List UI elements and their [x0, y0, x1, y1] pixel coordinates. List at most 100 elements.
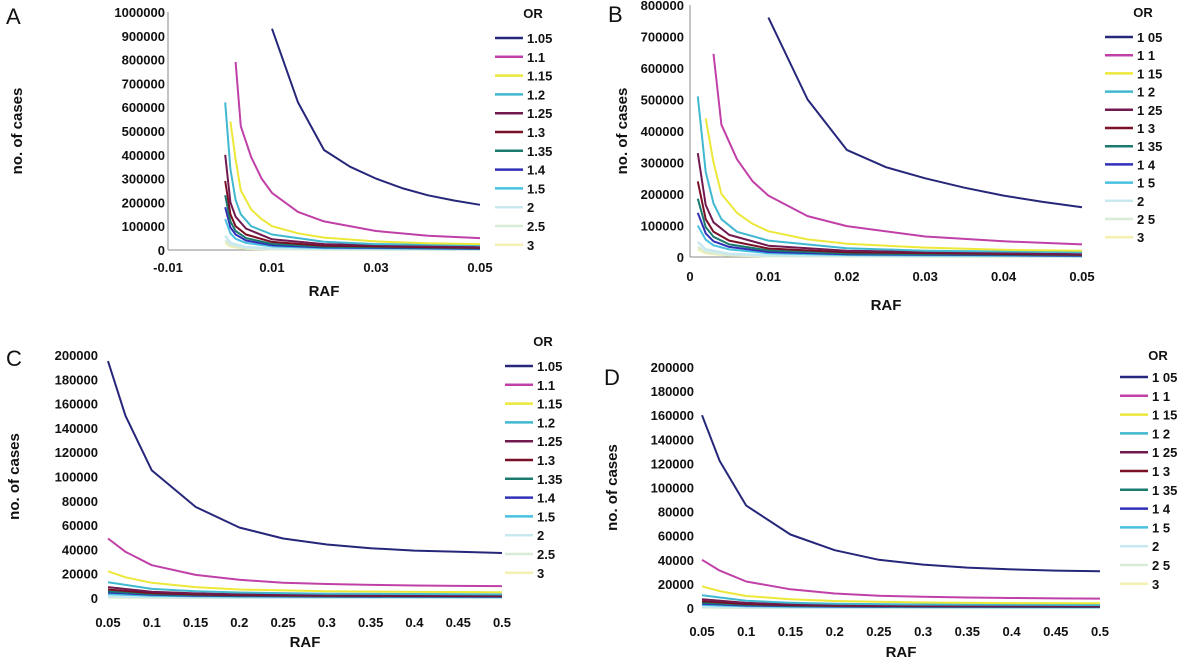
panel-a-x-tick-label: 0.03 [363, 260, 388, 275]
panel-d-y-tick-label: 180000 [651, 384, 694, 399]
panel-c-x-tick-label: 0.2 [230, 615, 248, 630]
panel-c-x-tick-label: 0.3 [318, 615, 336, 630]
panel-b-y-tick-label: 400000 [641, 124, 684, 139]
panel-d-y-tick-label: 40000 [658, 553, 694, 568]
panel-a-legend-label: 1.25 [527, 106, 552, 121]
panel-b-x-tick-label: 0 [686, 269, 693, 284]
panel-c-y-tick-label: 200000 [55, 348, 98, 363]
panel-a-legend-label: 1.15 [527, 69, 552, 84]
panel-d-letter: D [604, 365, 620, 390]
panel-d-series-line-1_25 [701, 598, 1101, 607]
panel-c-y-tick-label: 0 [91, 591, 98, 606]
panel-a-y-tick-label: 700000 [122, 76, 165, 91]
panel-d-x-tick-label: 0.2 [826, 624, 844, 639]
panel-a-y-tick-label: 1000000 [114, 5, 165, 20]
panel-c-y-tick-label: 100000 [55, 470, 98, 485]
panel-c-y-axis-label: no. of cases [6, 433, 23, 520]
panel-b-legend-label: 1 1 [1137, 48, 1155, 63]
panel-a-y-tick-label: 200000 [122, 195, 165, 210]
panel-d-x-tick-label: 0.5 [1091, 624, 1109, 639]
panel-b-series-line-1_2 [696, 96, 1083, 254]
panel-b-x-tick-label: 0.02 [834, 269, 859, 284]
panel-c-x-tick-label: 0.45 [446, 615, 471, 630]
panel-c-legend-title: OR [533, 334, 553, 349]
panel-b-y-axis-label: no. of cases [614, 88, 631, 175]
panel-a-x-tick-label: 0.05 [467, 260, 492, 275]
panel-c-y-tick-label: 60000 [62, 518, 98, 533]
panel-b-series-line-1_1 [712, 53, 1083, 246]
panel-d-legend-label: 2 5 [1152, 558, 1170, 573]
panel-d-legend-label: 1 4 [1152, 502, 1171, 517]
panel-b-series-line-1_25 [696, 152, 1083, 256]
panel-d-y-axis-label: no. of cases [604, 444, 621, 531]
panel-a-legend-label: 1.35 [527, 144, 552, 159]
panel-c-series-line-1_25 [107, 586, 503, 597]
panel-a-legend-label: 3 [527, 238, 534, 253]
panel-d-legend-label: 3 [1152, 577, 1159, 592]
panel-c-legend-label: 1.1 [537, 378, 555, 393]
panel-a-legend-label: 2.5 [527, 219, 545, 234]
panel-c-x-tick-label: 0.35 [358, 615, 383, 630]
panel-d-legend-label: 1 35 [1152, 483, 1177, 498]
panel-a-legend-label: 1.3 [527, 125, 545, 140]
panel-d-legend-label: 1 2 [1152, 426, 1170, 441]
panel-a-y-tick-label: 400000 [122, 148, 165, 163]
panel-d-y-tick-label: 160000 [651, 408, 694, 423]
panel-d-legend-label: 1 1 [1152, 389, 1170, 404]
panel-c-x-tick-label: 0.15 [183, 615, 208, 630]
panel-a-series-line-1_05 [271, 28, 481, 206]
panel-b-legend-label: 1 15 [1137, 66, 1162, 81]
panel-d-series-line-1_15 [701, 585, 1101, 605]
panel-d-legend-label: 1 15 [1152, 408, 1177, 423]
panel-a-series-line-1_1 [234, 61, 481, 240]
panel-a-series-line-1_15 [229, 121, 481, 246]
panel-c-series-line-1_1 [107, 537, 503, 588]
panel-d-x-tick-label: 0.45 [1043, 624, 1068, 639]
panel-a-y-tick-label: 900000 [122, 29, 165, 44]
panel-d-y-tick-label: 140000 [651, 432, 694, 447]
panel-b-y-tick-label: 300000 [641, 156, 684, 171]
panel-b-legend-title: OR [1133, 5, 1153, 20]
panel-a-x-axis-label: RAF [309, 283, 340, 300]
panel-c-x-tick-label: 0.5 [493, 615, 511, 630]
panel-d-y-tick-label: 20000 [658, 577, 694, 592]
panel-a-x-tick-label: -0.01 [153, 260, 183, 275]
panel-c-x-tick-label: 0.1 [143, 615, 161, 630]
panel-d-x-tick-label: 0.35 [955, 624, 980, 639]
panel-b-y-tick-label: 500000 [641, 93, 684, 108]
panel-c-y-tick-label: 120000 [55, 445, 98, 460]
panel-a-legend-label: 1.1 [527, 50, 545, 65]
panel-c-legend-label: 1.5 [537, 509, 555, 524]
panel-b-series-line-1_05 [767, 17, 1083, 209]
panel-d-y-tick-label: 100000 [651, 481, 694, 496]
panel-d-series-line-1_2 [701, 594, 1101, 606]
panel-b-legend-label: 3 [1137, 230, 1144, 245]
panel-d-series-line-1_1 [701, 558, 1101, 600]
panel-c-legend-label: 1.4 [537, 491, 556, 506]
panel-c-x-tick-label: 0.05 [95, 615, 120, 630]
panel-b-y-tick-label: 700000 [641, 30, 684, 45]
panel-a-legend-label: 1.5 [527, 181, 545, 196]
panel-a-legend-title: OR [523, 6, 543, 21]
panel-c-legend-label: 1.25 [537, 434, 562, 449]
panel-c-legend-label: 3 [537, 566, 544, 581]
panel-b-series-line-1_35 [696, 198, 1083, 257]
panel-c-y-tick-label: 180000 [55, 372, 98, 387]
panel-d-x-tick-label: 0.1 [737, 624, 755, 639]
panel-d-x-tick-label: 0.4 [1003, 624, 1022, 639]
panel-b-legend-label: 2 [1137, 194, 1144, 209]
panel-d-x-axis-label: RAF [886, 644, 917, 661]
panel-c-legend-label: 2 [537, 528, 544, 543]
panel-c-legend-label: 1.05 [537, 359, 562, 374]
panel-b-letter: B [608, 2, 623, 27]
panel-b-y-tick-label: 800000 [641, 0, 684, 13]
panel-d-y-tick-label: 200000 [651, 360, 694, 375]
panel-d-legend-label: 2 [1152, 539, 1159, 554]
panel-d-y-tick-label: 120000 [651, 456, 694, 471]
panel-d-y-tick-label: 60000 [658, 529, 694, 544]
panel-b-legend-label: 1 35 [1137, 139, 1162, 154]
panel-a-series-line-1_3 [224, 180, 481, 249]
panel-b-y-tick-label: 0 [677, 250, 684, 265]
panel-b-x-tick-label: 0.01 [756, 269, 781, 284]
